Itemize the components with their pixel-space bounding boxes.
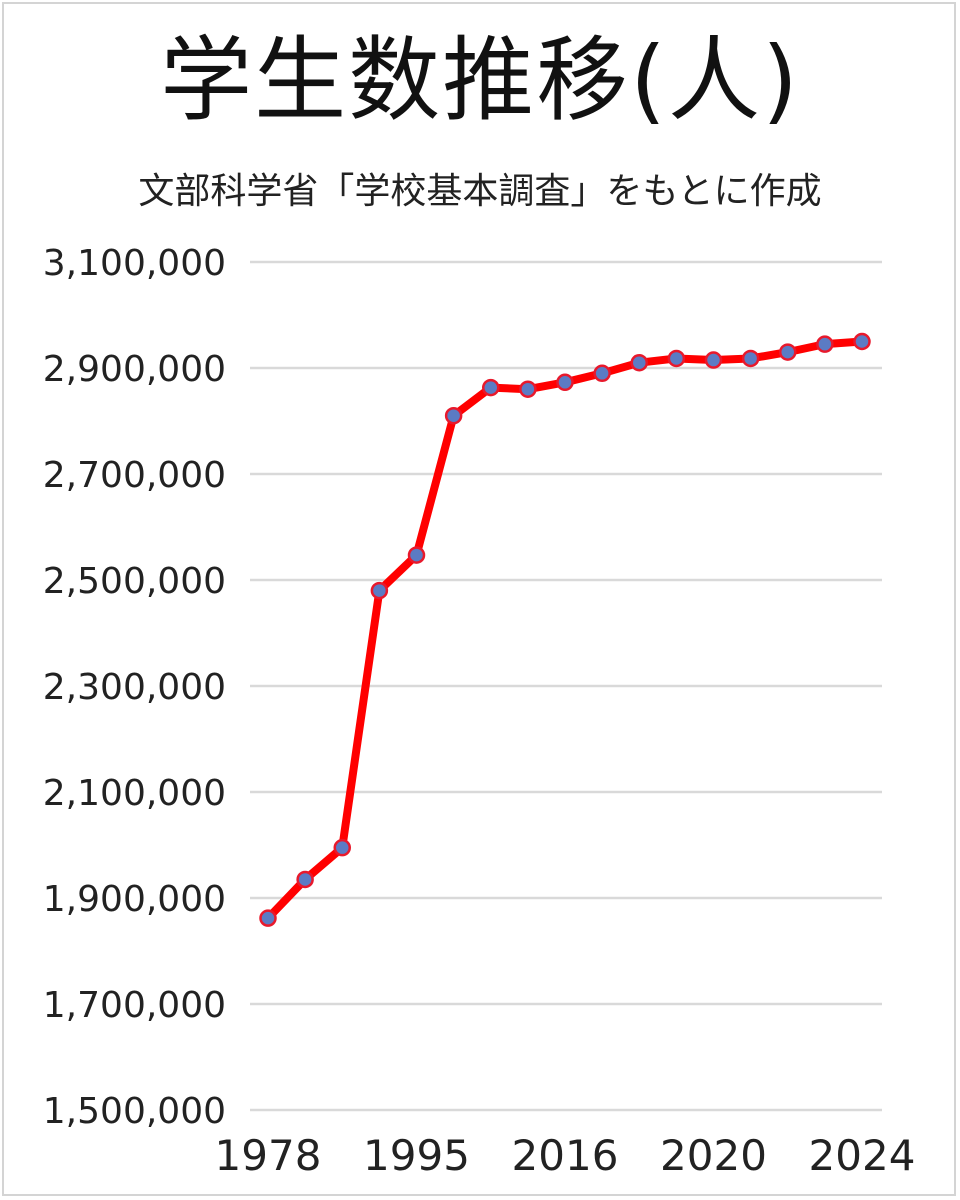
data-point <box>296 870 314 889</box>
data-point <box>259 909 277 927</box>
data-point <box>407 546 426 564</box>
y-tick-label: 2,900,000 <box>43 349 226 390</box>
y-tick-label: 3,100,000 <box>43 243 226 284</box>
data-point <box>333 838 351 857</box>
x-tick-label: 2016 <box>512 1131 619 1180</box>
data-point <box>853 332 871 351</box>
data-point <box>704 351 723 369</box>
data-point <box>667 349 686 368</box>
x-tick-label: 2020 <box>660 1131 767 1180</box>
y-tick-label: 2,700,000 <box>43 455 226 496</box>
data-point <box>370 581 389 600</box>
y-tick-label: 2,100,000 <box>43 773 226 814</box>
data-point <box>556 373 574 392</box>
y-axis-tick-labels: 1,500,000 1,700,000 1,900,000 2,100,000 2,30… <box>43 243 226 1132</box>
data-point <box>444 406 463 425</box>
series-line <box>264 337 866 923</box>
data-point <box>816 335 834 353</box>
x-tick-label: 1995 <box>363 1131 470 1180</box>
y-tick-label: 1,700,000 <box>43 985 226 1026</box>
data-point <box>630 353 648 372</box>
x-axis-tick-labels: 1978 1995 2016 2020 2024 <box>215 1131 916 1180</box>
gridlines <box>250 260 882 1112</box>
chart-subtitle: 文部科学省「学校基本調査」をもとに作成 <box>138 171 822 212</box>
chart-title: 学生数推移(人) <box>160 27 800 134</box>
series-group <box>259 332 871 927</box>
data-point <box>593 364 611 383</box>
data-point <box>482 378 500 397</box>
y-tick-label: 1,500,000 <box>43 1091 226 1132</box>
y-tick-label: 2,500,000 <box>43 561 226 602</box>
data-point <box>779 343 797 361</box>
x-tick-label: 2024 <box>809 1131 916 1180</box>
x-tick-label: 1978 <box>215 1131 322 1180</box>
y-tick-label: 2,300,000 <box>43 667 226 708</box>
data-point <box>519 380 537 398</box>
data-point <box>741 349 760 368</box>
y-tick-label: 1,900,000 <box>43 879 226 920</box>
